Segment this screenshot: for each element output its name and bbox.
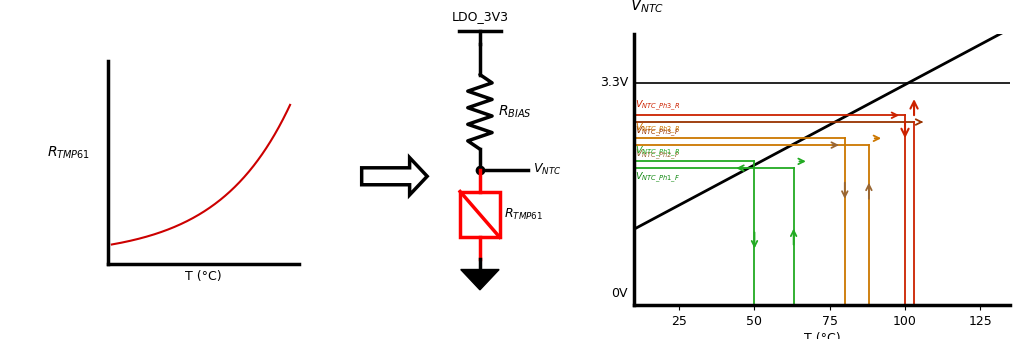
X-axis label: T (°C): T (°C) — [804, 332, 840, 339]
Text: $V_{NTC\_Ph3\_R}$: $V_{NTC\_Ph3\_R}$ — [635, 99, 680, 113]
Text: $R_{TMP61}$: $R_{TMP61}$ — [504, 207, 543, 222]
X-axis label: T (°C): T (°C) — [186, 270, 222, 283]
Text: $V_{NTC}$: $V_{NTC}$ — [630, 0, 665, 15]
Text: $V_{NTC\_Ph1\_R}$: $V_{NTC\_Ph1\_R}$ — [635, 145, 680, 159]
Text: 3.3V: 3.3V — [600, 76, 628, 89]
Polygon shape — [461, 270, 499, 290]
Bar — [460, 192, 500, 237]
Text: LDO_3V3: LDO_3V3 — [452, 10, 508, 23]
Text: $V_{NTC\_Ph1\_F}$: $V_{NTC\_Ph1\_F}$ — [635, 170, 680, 185]
Text: $R_{BIAS}$: $R_{BIAS}$ — [498, 104, 531, 120]
Text: $V_{NTC}$: $V_{NTC}$ — [533, 162, 561, 177]
Text: $V_{NTC\_Ph3\_F}$: $V_{NTC\_Ph3\_F}$ — [635, 124, 680, 139]
Text: $R_{TMP61}$: $R_{TMP61}$ — [47, 144, 91, 161]
Text: $V_{NTC\_Ph2\_F}$: $V_{NTC\_Ph2\_F}$ — [635, 147, 680, 162]
Text: 0V: 0V — [611, 287, 628, 300]
Polygon shape — [362, 158, 427, 195]
Text: $V_{NTC\_Ph2\_R}$: $V_{NTC\_Ph2\_R}$ — [635, 122, 680, 136]
